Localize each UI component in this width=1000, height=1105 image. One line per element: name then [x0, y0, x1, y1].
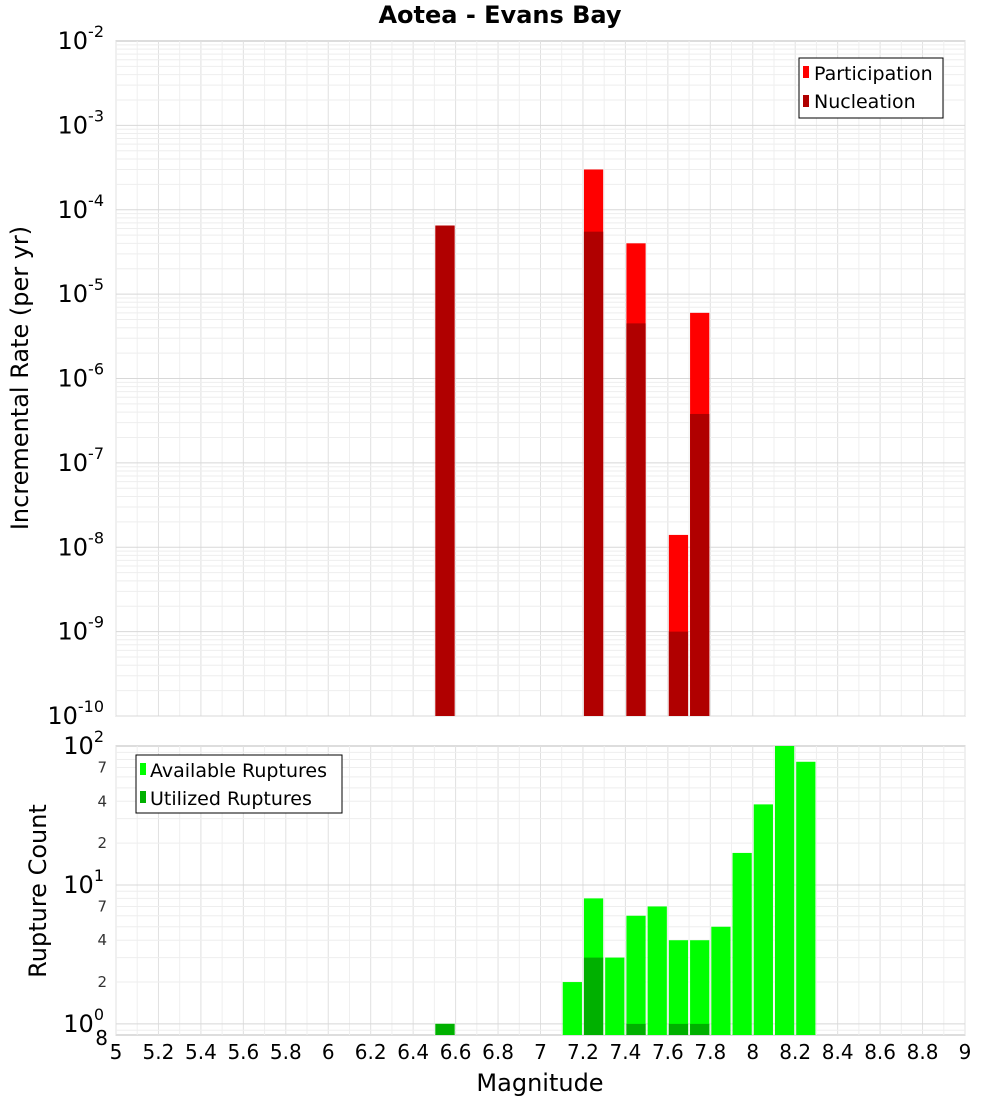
legend-label-participation: Participation [814, 63, 933, 85]
legend-swatch-participation [803, 66, 809, 78]
bar-nucleation [583, 231, 604, 716]
y-tick-label: 10-7 [58, 444, 105, 477]
x-tick-label: 8.2 [779, 1040, 811, 1064]
bar-nucleation [435, 225, 455, 716]
rate-legend-box [798, 57, 944, 119]
bar-available-ruptures [647, 906, 667, 1035]
x-tick-labels: 5 5.2 5.4 5.6 5.8 6 6.2 6.4 6.6 6.8 7 7.2 7.4 7.6 7.8 8… [110, 1040, 972, 1064]
legend-label-utilized: Utilized Ruptures [150, 788, 312, 810]
bar-available-ruptures [668, 940, 689, 1035]
bar-available-ruptures [774, 746, 795, 1035]
x-axis-label: Magnitude [476, 1069, 603, 1097]
rate-panel: 10-10 10-9 10-8 10-7 10-6 10-5 10-4 10-3 10-2 In… [6, 22, 966, 730]
bar-available-ruptures [562, 982, 582, 1035]
chart-title: Aotea - Evans Bay [378, 1, 621, 29]
rate-gridlines [115, 41, 966, 717]
y-tick-label: 102 [63, 727, 104, 760]
y-tick-label: 10-8 [58, 528, 105, 561]
count-y-axis-label: Rupture Count [24, 804, 52, 978]
bar-available-ruptures [626, 915, 646, 1035]
y-tick-label: 10-4 [58, 191, 105, 224]
x-tick-label: 7.8 [694, 1040, 726, 1064]
rate-bars [435, 169, 710, 717]
x-tick-label: 9 [959, 1040, 972, 1064]
x-tick-label: 5.6 [227, 1040, 259, 1064]
y-tick-label: 10-9 [58, 613, 105, 646]
x-tick-label: 6.4 [397, 1040, 429, 1064]
x-tick-label: 7.4 [609, 1040, 641, 1064]
bar-utilized-ruptures [668, 1023, 689, 1035]
bar-utilized-ruptures [583, 957, 604, 1035]
legend-swatch-available [140, 763, 146, 775]
bar-available-ruptures [690, 940, 710, 1035]
legend-swatch-nucleation [803, 95, 809, 107]
y-minor-tick-label: 7 [97, 759, 107, 777]
rate-y-tick-labels: 10-10 10-9 10-8 10-7 10-6 10-5 10-4 10-3 10-2 [47, 22, 104, 730]
y-tick-label: 100 [63, 1005, 104, 1038]
x-tick-label: 8.4 [822, 1040, 854, 1064]
bar-available-ruptures [732, 852, 752, 1035]
count-legend-box [135, 754, 343, 814]
bar-nucleation [690, 413, 710, 716]
x-tick-label: 6.6 [440, 1040, 472, 1064]
y-tick-label: 10-5 [58, 275, 105, 308]
bar-available-ruptures [796, 761, 816, 1035]
rate-y-axis-label: Incremental Rate (per yr) [6, 226, 34, 530]
y-minor-tick-label: 4 [97, 931, 107, 949]
x-tick-label: 6.2 [355, 1040, 387, 1064]
rate-legend: Participation Nucleation [798, 57, 944, 119]
y-minor-tick-label: 2 [97, 973, 107, 991]
bar-available-ruptures [605, 957, 625, 1035]
legend-label-available: Available Ruptures [150, 760, 327, 782]
x-tick-label: 8 [746, 1040, 759, 1064]
y-minor-tick-label: 4 [97, 792, 107, 810]
bar-available-ruptures [711, 926, 731, 1035]
x-tick-label: 5 [110, 1040, 123, 1064]
y-minor-tick-label: 2 [97, 834, 107, 852]
count-gridlines [115, 746, 966, 1035]
count-legend: Available Ruptures Utilized Ruptures [135, 754, 343, 814]
count-bars [435, 746, 816, 1035]
y-tick-label: 10-2 [58, 22, 105, 55]
x-tick-label: 6 [322, 1040, 335, 1064]
bar-nucleation [626, 323, 646, 716]
bar-nucleation [668, 631, 689, 716]
bar-utilized-ruptures [435, 1023, 455, 1035]
y-tick-label: 10-3 [58, 106, 105, 139]
legend-label-nucleation: Nucleation [814, 91, 916, 113]
y-corner-tick-label: 8 [95, 1026, 108, 1050]
y-tick-label: 10-10 [47, 697, 104, 730]
x-tick-label: 6.8 [482, 1040, 514, 1064]
count-panel: 100 101 102 2 4 7 2 4 7 8 Rupture Count Available… [24, 727, 966, 1050]
x-tick-label: 5.8 [270, 1040, 302, 1064]
x-tick-label: 8.8 [907, 1040, 939, 1064]
x-tick-label: 7 [534, 1040, 547, 1064]
bar-available-ruptures [753, 804, 773, 1035]
bar-utilized-ruptures [690, 1023, 710, 1035]
x-tick-label: 8.6 [864, 1040, 896, 1064]
y-tick-label: 10-6 [58, 360, 105, 393]
x-tick-label: 5.4 [185, 1040, 217, 1064]
bar-utilized-ruptures [626, 1023, 646, 1035]
legend-swatch-utilized [140, 791, 146, 803]
y-minor-tick-label: 7 [97, 897, 107, 915]
count-y-tick-labels: 100 101 102 2 4 7 2 4 7 8 [63, 727, 108, 1050]
x-tick-label: 7.2 [567, 1040, 599, 1064]
x-tick-label: 5.2 [143, 1040, 175, 1064]
x-tick-label: 7.6 [652, 1040, 684, 1064]
y-tick-label: 101 [63, 866, 104, 899]
